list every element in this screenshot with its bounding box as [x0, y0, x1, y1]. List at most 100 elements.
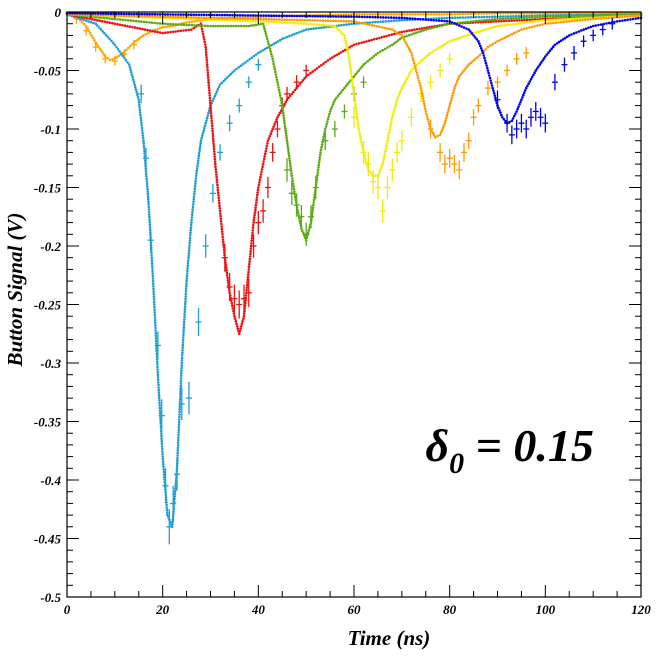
series-1-dot — [147, 197, 150, 201]
series-4-dot — [412, 67, 415, 70]
series-1-point — [236, 98, 243, 113]
series-1-dot — [113, 43, 117, 47]
series-2-dot — [90, 18, 94, 21]
series-6-dot — [424, 18, 428, 21]
series-5-dot — [583, 18, 587, 22]
series-5-dot — [187, 15, 190, 19]
series-0-dot — [389, 13, 393, 16]
series-3-dot — [536, 15, 539, 19]
series-1-dot — [185, 284, 188, 288]
series-5-dot — [166, 15, 170, 19]
series-3-dot — [359, 67, 362, 70]
series-3-dot — [316, 171, 320, 174]
series-4-dot — [393, 106, 397, 109]
series-2-dot — [219, 217, 223, 220]
series-0-dot — [427, 13, 430, 16]
series-5-dot — [467, 63, 471, 66]
series-1-dot — [184, 300, 187, 303]
series-1-dot — [189, 234, 192, 237]
series-6-dot — [83, 12, 87, 15]
series-6-dot — [301, 14, 304, 18]
series-2-dot — [205, 58, 209, 62]
series-1-dot — [176, 454, 179, 457]
series-3-dot — [362, 63, 365, 66]
series-6-dot — [568, 34, 571, 37]
series-1-dot — [263, 47, 267, 51]
series-3-dot — [121, 18, 125, 22]
series-1-dot — [188, 239, 192, 242]
series-2-dot — [161, 31, 164, 35]
series-6-dot — [518, 103, 521, 106]
series-2-dot — [205, 53, 208, 56]
series-6-dot — [358, 15, 361, 19]
series-5-dot — [303, 18, 307, 22]
series-2-dot — [277, 113, 281, 117]
series-1-dot — [307, 27, 311, 31]
series-0-dot — [474, 12, 478, 15]
series-1-dot — [202, 129, 205, 132]
series-5-dot — [404, 40, 407, 44]
series-2-point — [250, 234, 257, 258]
series-0-dot — [91, 36, 95, 39]
series-1-dot — [157, 391, 161, 394]
series-1-dot — [177, 431, 180, 434]
series-2-dot — [219, 212, 222, 215]
series-1-dot — [176, 449, 180, 452]
series-2-dot — [244, 294, 248, 297]
series-5-dot — [411, 56, 415, 60]
series-4-dot — [448, 40, 452, 43]
series-1-dot — [106, 35, 110, 39]
series-1-dot — [182, 323, 186, 326]
series-6-dot — [502, 118, 506, 121]
series-5-dot — [449, 99, 453, 102]
series-6-dot — [350, 15, 353, 18]
series-4-dot — [296, 22, 300, 25]
series-4-dot — [391, 116, 394, 119]
series-1-dot — [165, 503, 168, 507]
series-3-dot — [440, 24, 444, 27]
series-1-dot — [153, 308, 156, 312]
series-1-dot — [142, 147, 146, 150]
series-5-dot — [486, 45, 490, 49]
series-1-dot — [151, 267, 154, 270]
series-1-point — [255, 58, 262, 71]
series-5-dot — [565, 20, 568, 23]
x-tick-label: 20 — [155, 602, 170, 617]
series-5-dot — [415, 71, 419, 75]
series-3-point — [307, 205, 314, 229]
series-6-dot — [553, 43, 557, 47]
series-1-dot — [140, 126, 144, 130]
series-1-dot — [153, 305, 156, 309]
series-5-point — [523, 47, 530, 59]
series-4-dot — [425, 54, 429, 58]
series-1-dot — [87, 20, 90, 23]
series-4-dot — [421, 58, 425, 61]
series-6-dot — [479, 44, 482, 48]
series-6-dot — [112, 12, 115, 15]
series-3-dot — [312, 198, 316, 202]
series-4-dot — [275, 21, 279, 24]
series-5-dot — [406, 45, 410, 48]
series-3-dot — [278, 93, 282, 97]
series-4-dot — [356, 117, 359, 121]
series-5-dot — [117, 14, 120, 17]
series-6-dot — [187, 13, 190, 16]
series-3-dot — [572, 14, 576, 18]
series-6-dot — [125, 12, 128, 16]
series-2-dot — [171, 30, 175, 34]
series-2-dot — [218, 207, 222, 210]
series-5-dot — [313, 19, 317, 22]
series-1-dot — [304, 28, 308, 31]
series-1-dot — [184, 290, 188, 293]
series-4-dot — [455, 37, 459, 41]
series-2-dot — [262, 160, 265, 163]
series-5-dot — [272, 18, 276, 21]
series-2-dot — [372, 38, 376, 41]
series-2-dot — [212, 139, 215, 143]
series-3-point — [341, 104, 348, 119]
series-2-dot — [403, 30, 406, 33]
series-6-dot — [483, 56, 486, 60]
series-4-dot — [506, 23, 509, 27]
series-2-dot — [106, 20, 109, 24]
series-4-dot — [358, 132, 362, 136]
